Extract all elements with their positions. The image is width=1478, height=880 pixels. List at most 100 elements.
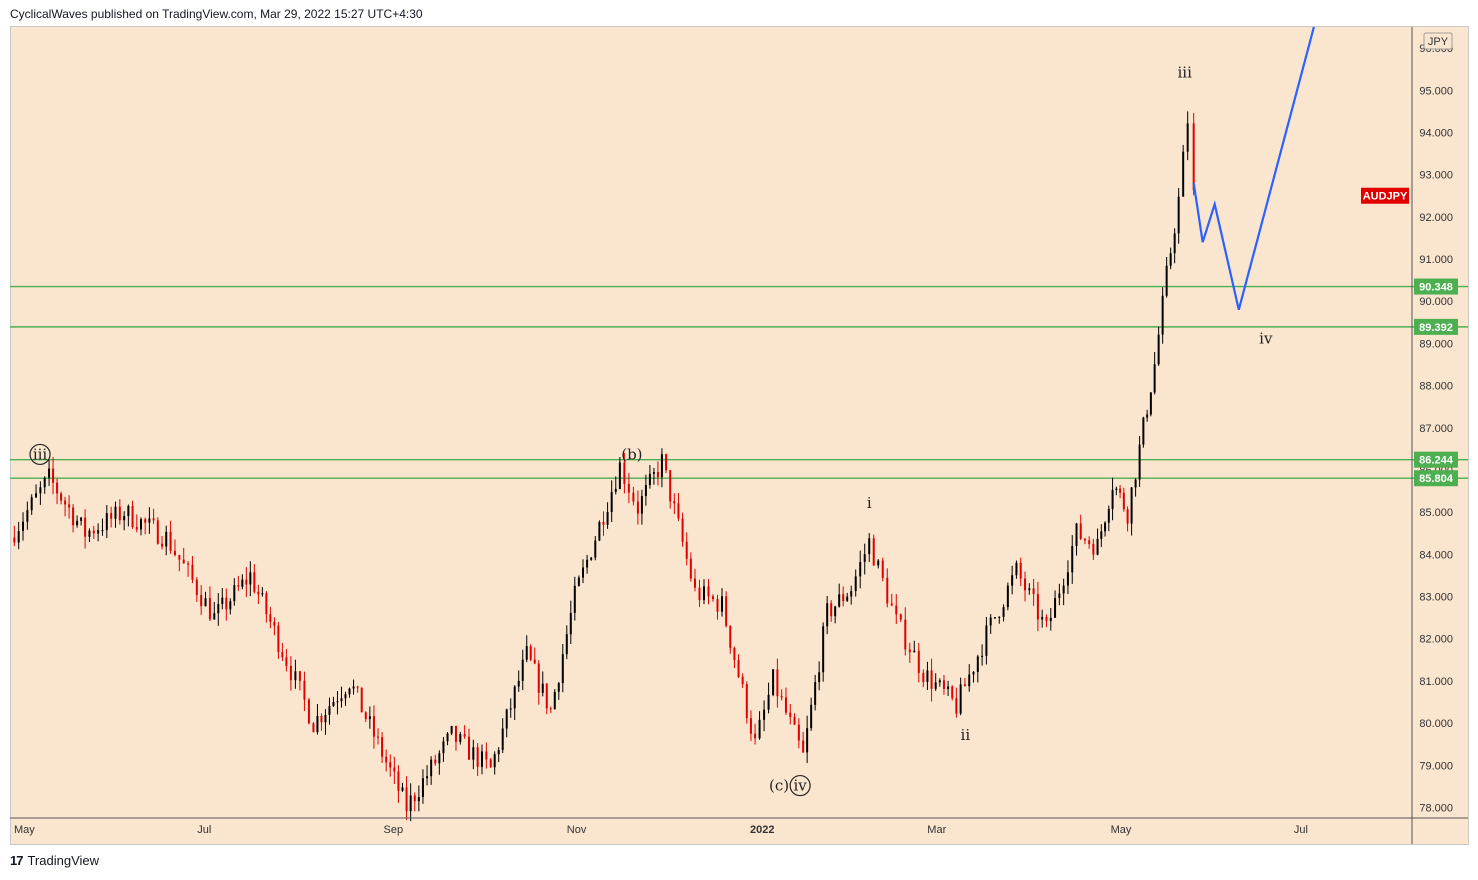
candle-body	[269, 614, 272, 622]
candle	[204, 591, 207, 607]
candle	[1036, 581, 1039, 632]
candle	[131, 500, 134, 529]
candle	[1088, 536, 1091, 549]
candle	[656, 461, 659, 486]
candle-body	[846, 596, 849, 602]
candle	[421, 769, 424, 804]
candle-body	[712, 596, 715, 600]
candle-body	[191, 564, 194, 580]
candle-body	[476, 747, 479, 767]
tradingview-brand-name: TradingView	[27, 853, 100, 868]
candle-body	[972, 671, 975, 675]
candle-body	[521, 659, 524, 681]
price-tick-label: 79.000	[1419, 760, 1453, 772]
candle	[648, 465, 651, 489]
candle-body	[221, 597, 224, 605]
candle-body	[135, 527, 138, 530]
candle	[1075, 522, 1078, 556]
candle-body	[830, 603, 833, 617]
candle	[245, 567, 248, 598]
candle-body	[1058, 593, 1061, 599]
candle	[1024, 571, 1027, 602]
time-tick-label: Sep	[384, 824, 404, 836]
candle	[324, 709, 327, 735]
candle	[1071, 535, 1074, 584]
candle	[178, 554, 181, 572]
candle-body	[693, 578, 696, 588]
candle-body	[922, 672, 925, 683]
candle-body	[537, 663, 540, 693]
candle-body	[454, 725, 457, 742]
candle	[43, 476, 46, 494]
candle-body	[233, 585, 236, 602]
candle	[822, 622, 825, 682]
candle	[797, 718, 800, 749]
candle-body	[590, 557, 593, 560]
candle-body	[84, 517, 87, 537]
candle-body	[340, 698, 343, 702]
price-tick-label: 81.000	[1419, 676, 1453, 688]
candle	[972, 671, 975, 683]
candle-body	[908, 649, 911, 653]
candle-body	[438, 753, 441, 764]
candle-body	[904, 619, 907, 650]
candle	[64, 496, 67, 517]
wave-label-text: iii	[1177, 64, 1192, 82]
candle-body	[895, 605, 898, 615]
candle-body	[749, 718, 752, 734]
candle	[1126, 506, 1129, 532]
candle-body	[598, 521, 601, 541]
candle	[401, 782, 404, 792]
candle	[899, 613, 902, 623]
candle-body	[446, 733, 449, 742]
candle	[397, 765, 400, 803]
candle-body	[332, 702, 335, 707]
candle	[173, 539, 176, 557]
candle	[1177, 188, 1180, 244]
candle-body	[52, 468, 55, 483]
candle	[417, 785, 420, 812]
candle-body	[582, 567, 585, 578]
candle	[118, 499, 121, 525]
candle-body	[594, 540, 597, 558]
candle-body	[131, 505, 134, 528]
candle	[340, 686, 343, 708]
candle-body	[1002, 607, 1005, 617]
candle	[802, 731, 805, 753]
candle	[385, 749, 388, 772]
candle	[101, 518, 104, 536]
candle	[776, 658, 779, 708]
projection-line[interactable]	[1192, 26, 1315, 310]
candle-body	[863, 554, 866, 563]
candle	[644, 474, 647, 506]
candle-body	[195, 579, 198, 595]
candle	[707, 579, 710, 605]
candle-body	[303, 680, 306, 700]
chart-pane[interactable]	[10, 26, 1469, 845]
candle-body	[324, 714, 327, 723]
candle-body	[854, 576, 857, 592]
candle-body	[993, 617, 996, 619]
footer-brand[interactable]: 17 TradingView	[10, 853, 99, 868]
candle-body	[225, 597, 228, 610]
candle-body	[733, 647, 736, 661]
candle-body	[148, 518, 151, 523]
candle	[1146, 409, 1149, 422]
candle	[1149, 392, 1152, 417]
candle	[842, 586, 845, 607]
candle-body	[459, 734, 462, 742]
price-tick-label: 92.000	[1419, 212, 1453, 224]
candle-body	[793, 717, 796, 725]
horizontal-levels	[10, 285, 1468, 479]
candle-body	[573, 585, 576, 613]
candle	[1153, 351, 1156, 395]
candle	[838, 583, 841, 608]
candle-body	[320, 715, 323, 723]
candle-body	[565, 634, 568, 655]
candle-body	[289, 665, 292, 681]
currency-badge: JPY	[1423, 32, 1453, 50]
candle	[277, 621, 280, 659]
candle-body	[165, 531, 168, 547]
candle	[877, 559, 880, 569]
